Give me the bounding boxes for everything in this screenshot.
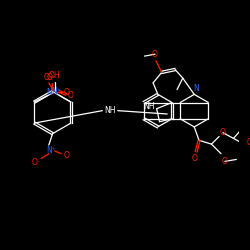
- Text: N⁺: N⁺: [52, 87, 62, 96]
- Text: O: O: [68, 91, 74, 100]
- Text: NH: NH: [104, 106, 116, 115]
- Text: N⁺: N⁺: [47, 88, 56, 97]
- Text: O⁻: O⁻: [44, 73, 54, 82]
- Text: O⁻: O⁻: [47, 73, 56, 82]
- Text: N⁺: N⁺: [47, 146, 56, 155]
- Text: O: O: [64, 151, 70, 160]
- Text: O: O: [220, 128, 226, 137]
- Text: N: N: [193, 84, 199, 93]
- Text: NH: NH: [143, 102, 155, 111]
- Text: OH: OH: [49, 71, 60, 80]
- Text: O: O: [152, 50, 158, 59]
- Text: O: O: [191, 154, 197, 163]
- Text: O⁻: O⁻: [32, 158, 41, 167]
- Text: O: O: [247, 138, 250, 147]
- Text: O: O: [222, 157, 228, 166]
- Text: O: O: [64, 88, 70, 97]
